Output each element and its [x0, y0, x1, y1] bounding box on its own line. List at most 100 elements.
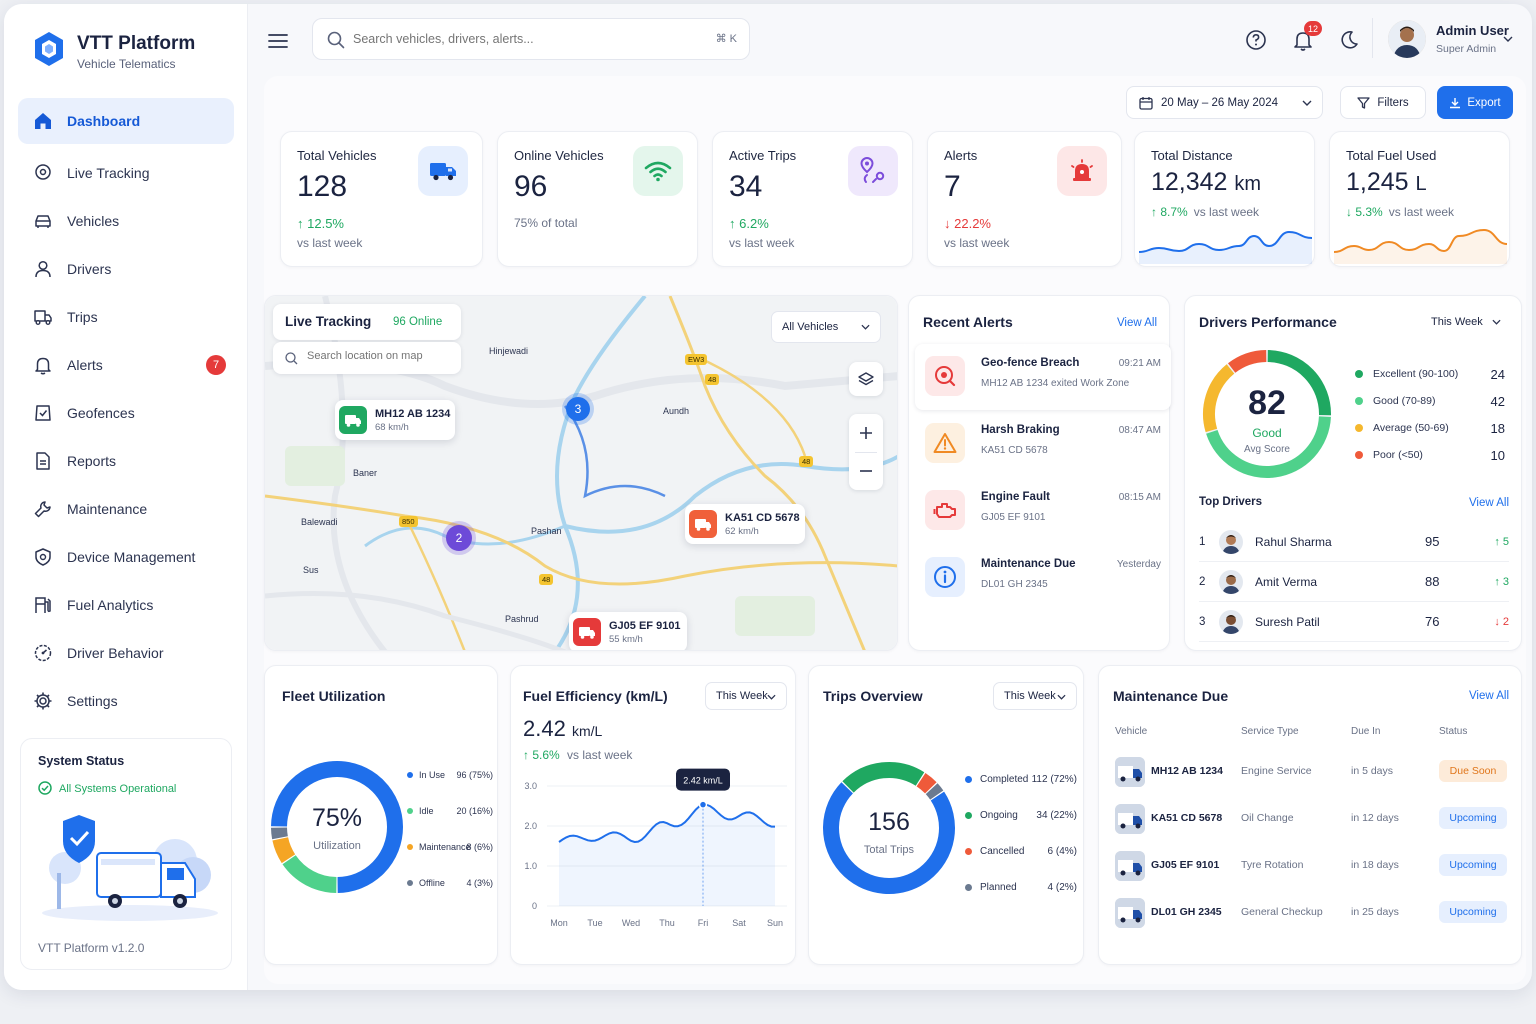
legend-label: Completed [980, 774, 1029, 785]
sidebar-item-label: Geofences [67, 405, 135, 421]
vehicle-marker[interactable]: KA51 CD 5678 62 km/h [685, 504, 805, 544]
score-segment [1206, 416, 1331, 478]
geofence-alert-icon [925, 356, 965, 396]
maintenance-due-title: Maintenance Due [1113, 688, 1229, 704]
legend-value: 42 [1490, 393, 1505, 409]
date-range-picker[interactable]: 20 May – 26 May 2024 [1126, 86, 1323, 119]
vehicle-plate: MH12 AB 1234 [375, 407, 451, 420]
legend-dot [407, 880, 413, 886]
vehicle-plate: GJ05 EF 9101 [1151, 859, 1220, 871]
utilization-value: 75% [311, 804, 363, 832]
van-icon [689, 510, 717, 538]
alert-title: Engine Fault [981, 491, 1050, 503]
sidebar-item-label: Live Tracking [67, 165, 150, 181]
legend-item: Average (50-69) 18 [1355, 421, 1505, 436]
utilization-segment [272, 836, 296, 864]
sidebar-item-maintenance[interactable]: Maintenance [18, 486, 234, 532]
sidebar-item-reports[interactable]: Reports [18, 438, 234, 484]
legend-item: Completed 112 (72%) [965, 774, 1077, 785]
export-button[interactable]: Export [1437, 86, 1513, 119]
period-select[interactable]: This Week [1431, 316, 1501, 328]
map-search[interactable] [273, 342, 461, 374]
score-gauge [1203, 350, 1331, 478]
warning-icon [925, 423, 965, 463]
menu-icon[interactable] [266, 30, 290, 52]
stat-change: ↑ 8.7% vs last week [1151, 205, 1260, 219]
sidebar-item-dashboard[interactable]: Dashboard [18, 98, 234, 144]
vehicle-marker[interactable]: GJ05 EF 9101 55 km/h [569, 612, 687, 650]
cluster-count: 3 [566, 397, 590, 421]
table-row[interactable]: DL01 GH 2345 General Checkup in 25 days Upc… [1111, 889, 1515, 936]
sidebar-item-settings[interactable]: Settings [18, 678, 234, 724]
filters-button[interactable]: Filters [1340, 86, 1426, 119]
stat-sub: 75% of total [514, 216, 578, 230]
y-tick-label: 2.0 [524, 821, 537, 831]
driver-delta-value: 3 [1502, 575, 1509, 588]
top-driver-row[interactable]: 2 Amit Verma 88 ↑ 3 [1199, 562, 1509, 602]
user-name[interactable]: Admin User [1436, 23, 1509, 38]
brand-tagline: Vehicle Telematics [77, 57, 176, 71]
sidebar-item-fuel-analytics[interactable]: Fuel Analytics [18, 582, 234, 628]
siren-icon [1057, 146, 1107, 196]
sidebar-item-trips[interactable]: Trips [18, 294, 234, 340]
vehicle-plate: KA51 CD 5678 [1151, 812, 1223, 824]
dark-mode-icon[interactable] [1337, 28, 1361, 52]
search-input[interactable] [353, 29, 683, 49]
stat-value: 128 [297, 170, 348, 203]
layers-icon[interactable] [849, 362, 883, 396]
sidebar-item-label: Fuel Analytics [67, 597, 154, 613]
score-label: Good [1252, 426, 1282, 440]
map-place-label: Baner [353, 468, 378, 478]
top-driver-row[interactable]: 3 Suresh Patil 76 ↓ 2 [1199, 602, 1509, 642]
period-select[interactable]: This Week [705, 682, 787, 710]
alert-item[interactable]: Maintenance Due DL01 GH 2345 Yesterday [915, 545, 1171, 611]
chevron-down-icon [1492, 319, 1501, 325]
chevron-down-icon[interactable] [1503, 36, 1513, 42]
drivers-view-all-link[interactable]: View All [1468, 497, 1509, 509]
top-driver-row[interactable]: 1 Rahul Sharma 95 ↑ 5 [1199, 522, 1509, 562]
vehicle-cluster[interactable]: 2 [442, 521, 476, 555]
sidebar-item-drivers[interactable]: Drivers [18, 246, 234, 292]
period-select[interactable]: This Week [993, 682, 1077, 710]
x-tick-label: Tue [587, 918, 602, 928]
global-search[interactable]: ⌘ K [312, 18, 750, 60]
alert-item[interactable]: Harsh Braking KA51 CD 5678 08:47 AM [915, 411, 1171, 477]
stat-change-value: 5.3% [1355, 205, 1383, 219]
zoom-out-icon[interactable] [849, 452, 883, 490]
sidebar-item-driver-behavior[interactable]: Driver Behavior [18, 630, 234, 676]
fuel-efficiency-title: Fuel Efficiency (km/L) [523, 688, 668, 704]
alert-item[interactable]: Engine Fault GJ05 EF 9101 08:15 AM [915, 478, 1171, 544]
maintenance-view-all-link[interactable]: View All [1468, 690, 1509, 702]
shield-icon [32, 546, 54, 568]
avatar[interactable] [1388, 20, 1426, 58]
sidebar-item-alerts[interactable]: Alerts 7 [18, 342, 234, 388]
trips-segment [842, 762, 925, 793]
fuel-efficiency-change: ↑ 5.6% vs last week [523, 748, 633, 762]
help-icon[interactable] [1244, 28, 1268, 52]
legend-label: Maintenance [419, 842, 471, 852]
location-pin-icon [32, 162, 54, 184]
driver-name: Amit Verma [1255, 574, 1318, 589]
sidebar-item-label: Driver Behavior [67, 645, 164, 661]
sidebar-item-vehicles[interactable]: Vehicles [18, 198, 234, 244]
sidebar-item-live-tracking[interactable]: Live Tracking [18, 150, 234, 196]
vehicle-cluster[interactable]: 3 [562, 393, 594, 425]
stat-value: 12,342 km [1151, 168, 1261, 197]
table-row[interactable]: KA51 CD 5678 Oil Change in 12 days Upcoming [1111, 795, 1515, 842]
sidebar-item-device-management[interactable]: Device Management [18, 534, 234, 580]
map-search-input[interactable] [307, 350, 452, 362]
alerts-count-badge: 7 [206, 355, 226, 375]
table-row[interactable]: GJ05 EF 9101 Tyre Rotation in 18 days Upcom… [1111, 842, 1515, 889]
stat-label: Total Distance [1151, 148, 1233, 163]
wifi-icon [633, 146, 683, 196]
alerts-view-all-link[interactable]: View All [1116, 317, 1157, 329]
vehicle-filter-select[interactable]: All Vehicles [771, 311, 881, 343]
map-icon [32, 306, 54, 328]
alert-item[interactable]: Geo-fence Breach MH12 AB 1234 exited Work… [915, 344, 1171, 410]
vehicle-marker[interactable]: MH12 AB 1234 68 km/h [335, 400, 455, 440]
zoom-in-icon[interactable] [849, 414, 883, 452]
sidebar-item-geofences[interactable]: Geofences [18, 390, 234, 436]
table-row[interactable]: MH12 AB 1234 Engine Service in 5 days Due S… [1111, 748, 1515, 795]
bell-icon[interactable] [1291, 28, 1315, 52]
zoom-divider [855, 452, 877, 453]
